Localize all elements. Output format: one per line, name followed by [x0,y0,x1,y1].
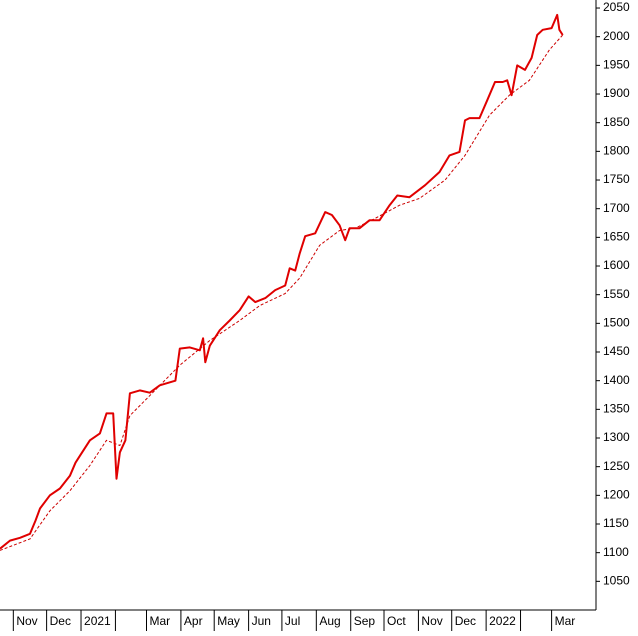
y-tick-label: 1400 [603,373,630,387]
y-tick-label: 1650 [603,230,630,244]
x-tick-label: Jul [285,614,300,628]
y-tick-label: 1300 [603,430,630,444]
x-tick-label: Mar [555,614,576,628]
y-tick-label: 1500 [603,316,630,330]
y-tick-label: 1850 [603,115,630,129]
y-tick-label: 1100 [603,545,629,559]
y-tick-label: 1700 [603,201,630,215]
series-line [0,34,564,551]
x-tick-label: Nov [421,614,442,628]
y-tick-label: 1600 [603,258,630,272]
y-tick-label: 2000 [603,29,630,43]
y-tick-label: 1550 [603,287,630,301]
y-tick-label: 1950 [603,58,630,72]
x-tick-label: 2021 [84,614,111,628]
y-tick-label: 1050 [603,574,630,588]
x-tick-label: Sep [354,614,376,628]
x-tick-label: Nov [16,614,37,628]
y-tick-label: 1150 [603,516,629,530]
x-tick-label: Dec [455,614,476,628]
series-line [0,13,564,550]
y-tick-label: 1800 [603,144,630,158]
y-tick-label: 2050 [603,0,630,14]
x-tick-label: Oct [387,614,406,628]
x-tick-label: Mar [150,614,171,628]
y-tick-label: 1450 [603,344,630,358]
x-tick-label: Apr [184,614,203,628]
y-tick-label: 1900 [603,86,630,100]
x-tick-label: Dec [50,614,71,628]
x-tick-label: Jun [252,614,271,628]
y-tick-label: 1200 [603,488,630,502]
y-tick-label: 1350 [603,402,630,416]
y-tick-label: 1750 [603,172,630,186]
x-tick-label: Aug [319,614,340,628]
y-tick-label: 1250 [603,459,630,473]
x-tick-label: 2022 [489,614,516,628]
x-tick-label: May [217,614,240,628]
